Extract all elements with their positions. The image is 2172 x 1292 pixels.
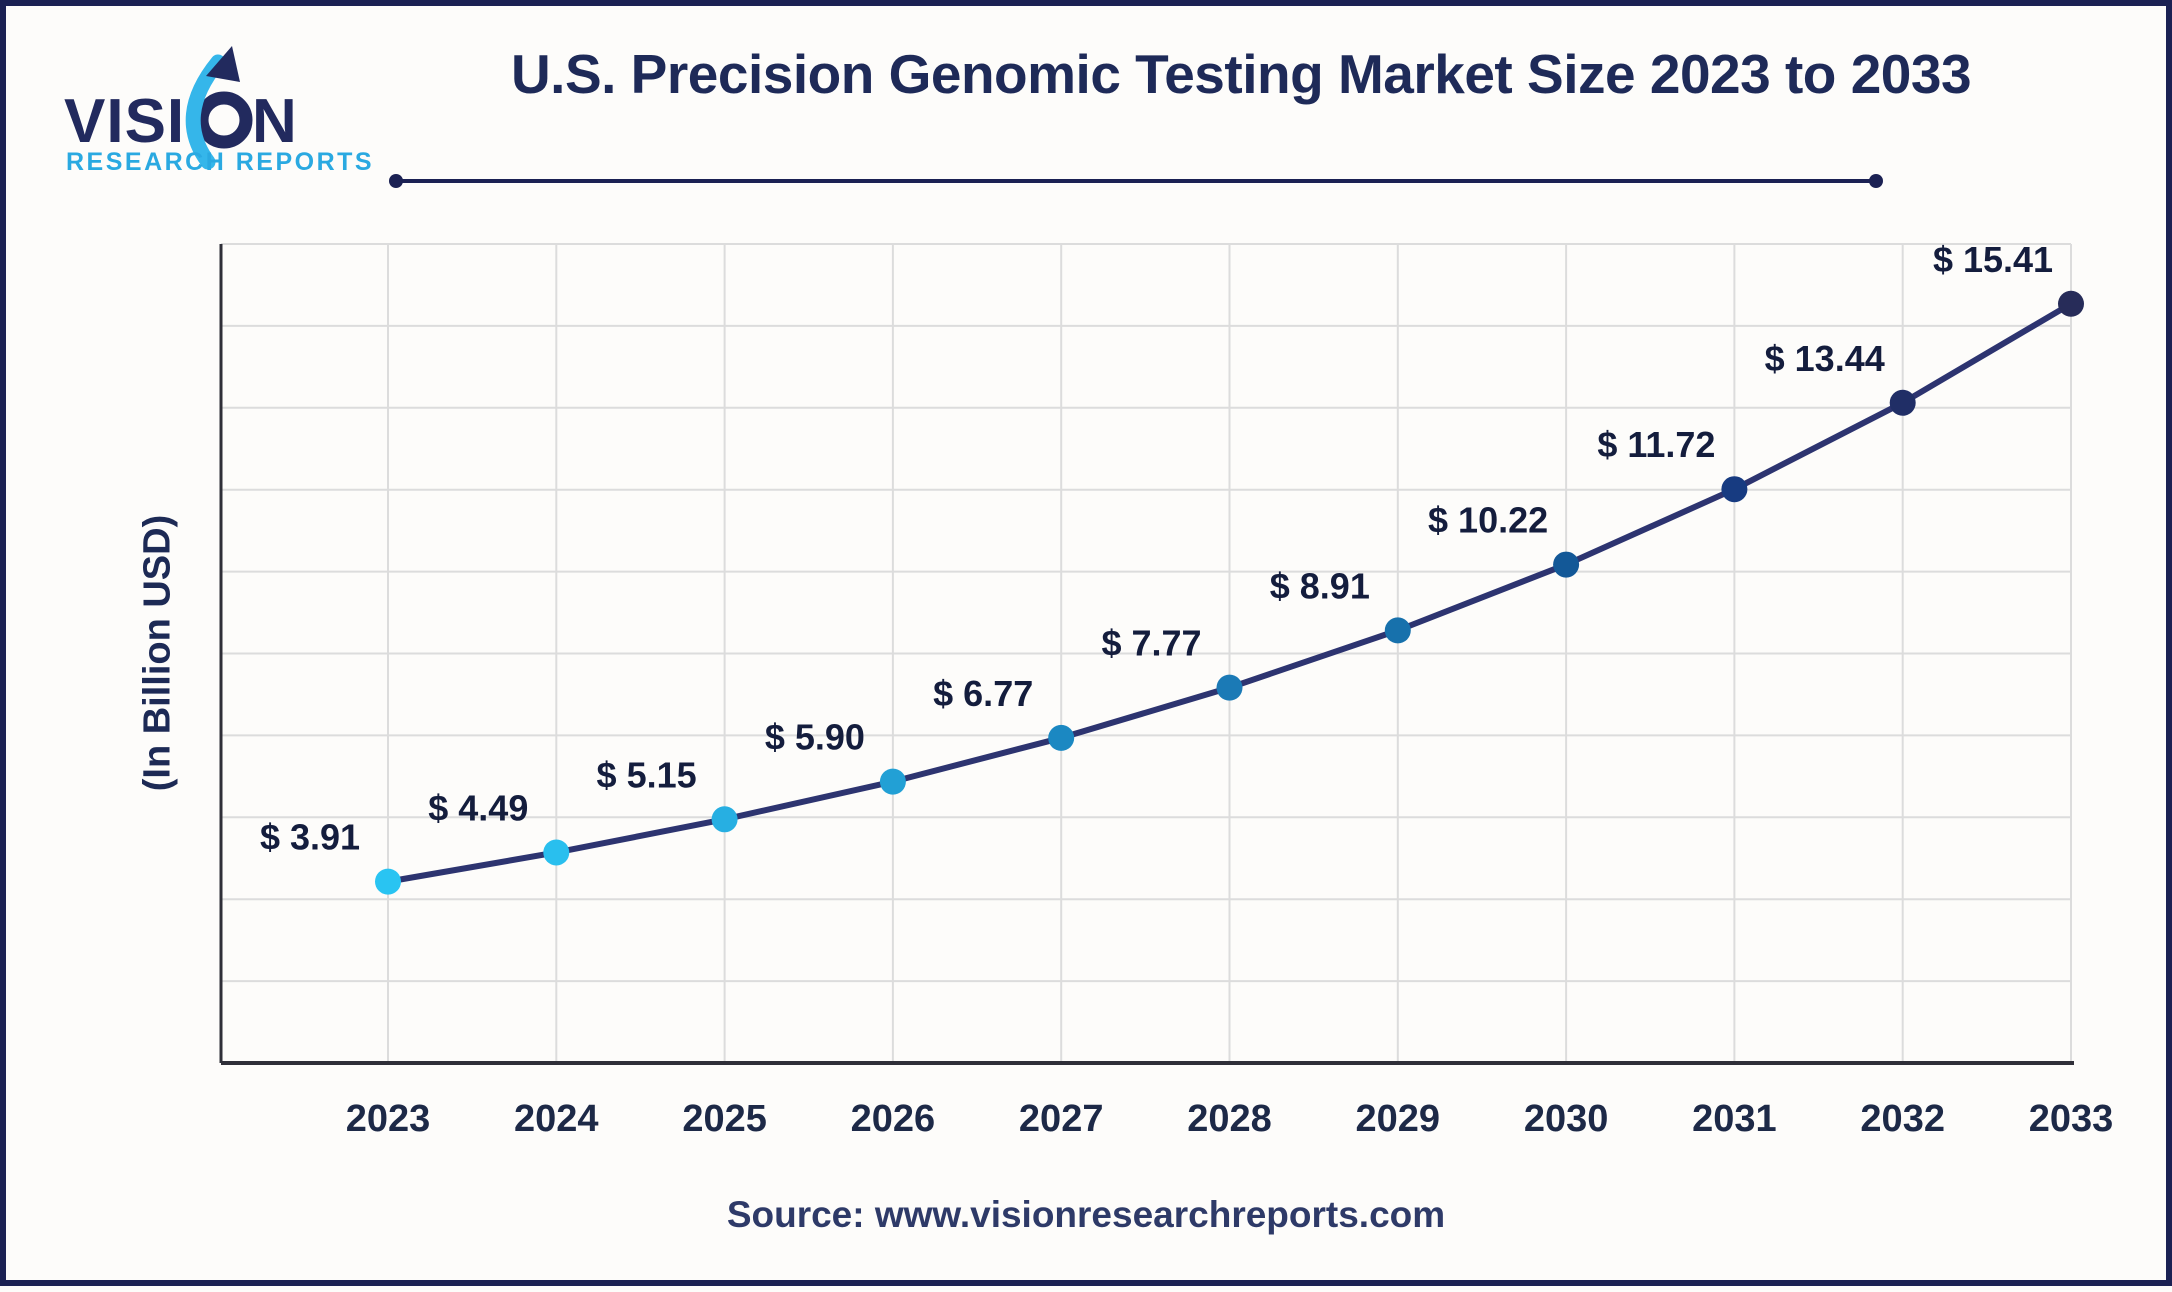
data-point-2028 bbox=[1216, 674, 1243, 701]
data-label-2027: $ 6.77 bbox=[933, 673, 1033, 714]
data-label-2031: $ 11.72 bbox=[1597, 424, 1715, 465]
logo-o-ring-icon bbox=[195, 91, 253, 149]
chart-title: U.S. Precision Genomic Testing Market Si… bbox=[510, 43, 1972, 105]
data-label-2025: $ 5.15 bbox=[597, 754, 697, 795]
data-label-2028: $ 7.77 bbox=[1101, 623, 1201, 664]
data-label-2029: $ 8.91 bbox=[1270, 565, 1370, 606]
x-tick-label-2027: 2027 bbox=[1019, 1098, 1104, 1140]
market-size-line-chart: $ 3.91 $ 4.49 $ 5.15 $ 5.90 $ 6.77 $ 7.77 $ 8.… bbox=[219, 174, 2114, 1140]
data-point-2025 bbox=[711, 806, 738, 833]
x-tick-label-2033: 2033 bbox=[2029, 1098, 2114, 1140]
x-tick-label-2030: 2030 bbox=[1524, 1098, 1609, 1140]
data-point-2026 bbox=[879, 768, 906, 795]
source-attribution: Source: www.visionresearchreports.com bbox=[726, 1194, 1446, 1235]
x-tick-label-2025: 2025 bbox=[682, 1098, 767, 1140]
logo-text-visi: VISI bbox=[64, 87, 185, 156]
data-point-2023 bbox=[375, 868, 401, 895]
data-label-2030: $ 10.22 bbox=[1428, 500, 1548, 541]
data-point-2032 bbox=[1889, 389, 1916, 416]
data-point-2024 bbox=[543, 839, 570, 866]
data-label-2032: $ 13.44 bbox=[1765, 338, 1885, 379]
logo-arrowhead-icon bbox=[206, 46, 240, 82]
data-point-2027 bbox=[1048, 724, 1075, 751]
data-label-2024: $ 4.49 bbox=[428, 787, 528, 828]
x-tick-label-2024: 2024 bbox=[514, 1098, 599, 1140]
x-tick-label-2032: 2032 bbox=[1860, 1098, 1945, 1140]
data-label-2026: $ 5.90 bbox=[765, 717, 865, 758]
x-tick-label-2026: 2026 bbox=[851, 1098, 936, 1140]
x-tick-label-2028: 2028 bbox=[1187, 1098, 1272, 1140]
vision-research-reports-logo: VISI N RESEARCH REPORTS bbox=[56, 24, 476, 176]
logo-graphic: VISI N RESEARCH REPORTS bbox=[64, 46, 374, 176]
divider-dot-right bbox=[1869, 174, 1883, 188]
data-label-2023: $ 3.91 bbox=[260, 817, 360, 858]
logo-subtitle: RESEARCH REPORTS bbox=[66, 148, 374, 174]
x-tick-label-2023: 2023 bbox=[346, 1098, 431, 1140]
data-point-2031 bbox=[1721, 476, 1748, 503]
x-tick-label-2029: 2029 bbox=[1356, 1098, 1441, 1140]
data-point-2029 bbox=[1384, 617, 1411, 644]
data-label-2033: $ 15.41 bbox=[1933, 239, 2053, 280]
data-point-2033 bbox=[2058, 290, 2084, 317]
divider-dot-left bbox=[389, 174, 403, 188]
data-point-2030 bbox=[1553, 551, 1580, 578]
logo-text-n: N bbox=[252, 87, 298, 156]
x-tick-label-2031: 2031 bbox=[1692, 1098, 1777, 1140]
